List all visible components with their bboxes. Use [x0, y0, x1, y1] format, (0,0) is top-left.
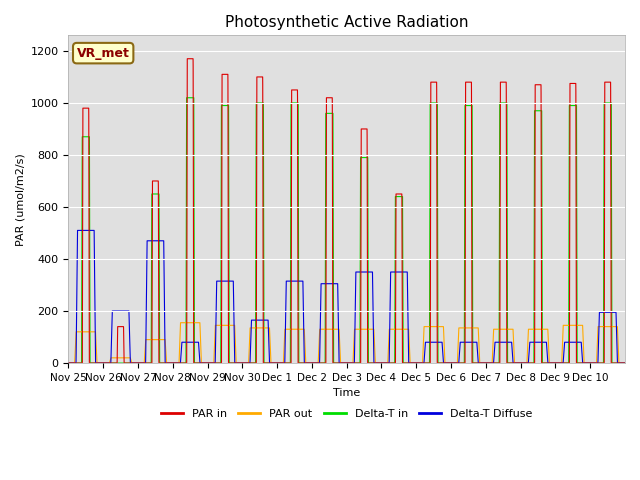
PAR in [184, 56, 191, 61]
PAR out [314, 360, 322, 366]
Delta-T in [84, 134, 92, 140]
PAR out [483, 360, 490, 366]
PAR in [314, 360, 322, 366]
PAR in [483, 360, 490, 366]
Line: PAR out: PAR out [68, 323, 625, 363]
Delta-T in [550, 360, 557, 366]
Legend: PAR in, PAR out, Delta-T in, Delta-T Diffuse: PAR in, PAR out, Delta-T in, Delta-T Dif… [156, 404, 537, 423]
X-axis label: Time: Time [333, 388, 360, 398]
PAR in [550, 360, 557, 366]
Title: Photosynthetic Active Radiation: Photosynthetic Active Radiation [225, 15, 468, 30]
Delta-T in [236, 360, 243, 366]
Line: Delta-T Diffuse: Delta-T Diffuse [68, 230, 625, 363]
PAR in [84, 105, 92, 111]
Delta-T Diffuse [314, 360, 322, 366]
PAR in [621, 360, 629, 366]
Delta-T Diffuse [550, 360, 557, 366]
PAR in [236, 360, 243, 366]
Line: PAR in: PAR in [68, 59, 625, 363]
Delta-T in [65, 360, 72, 366]
Delta-T Diffuse [65, 360, 72, 366]
Delta-T Diffuse [84, 228, 92, 233]
Delta-T in [209, 360, 216, 366]
PAR out [236, 360, 243, 366]
Delta-T Diffuse [621, 360, 629, 366]
Delta-T Diffuse [236, 360, 243, 366]
Line: Delta-T in: Delta-T in [68, 98, 625, 363]
Text: VR_met: VR_met [77, 47, 130, 60]
Delta-T Diffuse [483, 360, 490, 366]
Delta-T Diffuse [74, 228, 81, 233]
Delta-T in [483, 360, 490, 366]
PAR out [177, 320, 184, 325]
Y-axis label: PAR (umol/m2/s): PAR (umol/m2/s) [15, 153, 25, 246]
PAR in [209, 360, 216, 366]
PAR out [621, 360, 629, 366]
PAR out [65, 360, 72, 366]
Delta-T in [621, 360, 629, 366]
PAR out [550, 360, 557, 366]
Delta-T Diffuse [209, 360, 216, 366]
Delta-T in [182, 95, 190, 101]
PAR out [84, 329, 92, 335]
Delta-T in [314, 360, 322, 366]
PAR in [65, 360, 72, 366]
PAR out [209, 360, 216, 366]
